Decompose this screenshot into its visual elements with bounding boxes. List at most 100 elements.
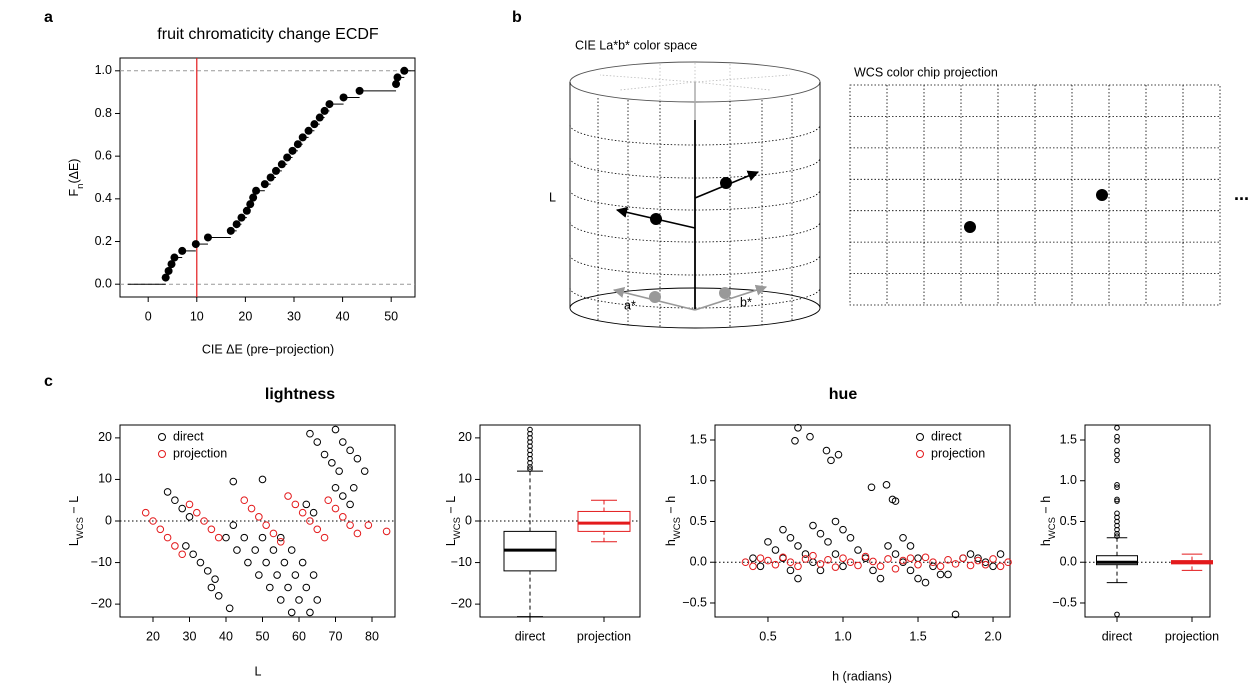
point <box>914 560 922 569</box>
point <box>839 525 847 534</box>
panel-label: b <box>512 9 522 26</box>
point <box>360 467 369 475</box>
point <box>899 556 907 565</box>
box <box>1096 555 1138 566</box>
point <box>981 558 990 567</box>
plot-frame <box>1084 424 1211 618</box>
y-axis-label-part: n <box>75 184 86 189</box>
point <box>854 546 862 554</box>
point <box>266 583 274 592</box>
x-axis-label: CIE ΔE (pre−projection) <box>202 342 334 356</box>
outlier <box>1114 522 1120 529</box>
point <box>302 583 311 592</box>
x-tick-label: 0.5 <box>759 629 776 643</box>
point <box>806 432 814 441</box>
y-tick-label: −0.5 <box>682 595 707 609</box>
point <box>839 554 847 562</box>
point <box>229 521 238 529</box>
ecdf-point <box>325 100 334 109</box>
point <box>313 438 322 446</box>
y-tick-label: 10 <box>458 472 472 486</box>
x-tick-label: 20 <box>238 309 252 323</box>
outlier <box>1114 530 1120 537</box>
point <box>163 533 172 542</box>
point <box>996 562 1005 571</box>
point <box>891 497 900 505</box>
axis-label: L <box>549 190 556 204</box>
point <box>149 517 157 525</box>
point <box>801 555 810 563</box>
point <box>185 500 194 509</box>
y-axis-label: LWCS − L <box>444 496 463 546</box>
point <box>328 459 336 467</box>
ecdf-point <box>178 246 187 255</box>
point <box>244 558 252 567</box>
ellipsis: ... <box>1234 184 1249 204</box>
chart-title: lightness <box>265 386 335 403</box>
point <box>989 555 997 563</box>
point <box>989 562 997 571</box>
point <box>269 529 278 538</box>
point <box>295 596 303 604</box>
point <box>869 566 877 575</box>
chart-title: hue <box>829 386 858 403</box>
point <box>287 546 296 554</box>
point <box>156 525 165 534</box>
point <box>346 500 354 509</box>
point <box>298 558 307 567</box>
point <box>891 564 900 573</box>
ecdf-point <box>252 186 261 195</box>
point <box>233 546 241 554</box>
y-tick-label: 0.8 <box>95 106 112 120</box>
legend-label: direct <box>931 429 962 443</box>
x-tick-label: 20 <box>146 629 160 643</box>
x-tick-label: projection <box>577 629 631 643</box>
point <box>353 529 362 538</box>
ecdf-point <box>191 240 200 249</box>
y-axis-label-part: h <box>664 539 678 546</box>
point <box>786 533 795 542</box>
outlier <box>1114 526 1120 533</box>
point <box>196 558 205 567</box>
point <box>240 533 249 542</box>
ecdf-point <box>164 266 173 275</box>
point <box>824 538 832 546</box>
ecdf-point <box>226 226 235 235</box>
point <box>171 542 179 550</box>
point <box>834 450 843 459</box>
y-axis-label: hWCS − h <box>664 496 683 546</box>
ecdf-point <box>167 260 176 269</box>
x-tick-label: direct <box>515 629 546 643</box>
point <box>251 546 260 554</box>
y-axis-label-part: − L <box>67 496 81 517</box>
point <box>974 554 982 562</box>
ecdf-point <box>400 66 409 75</box>
ecdf-point <box>232 220 241 229</box>
point <box>749 562 757 571</box>
y-axis-label-part: WCS <box>672 517 683 539</box>
point <box>214 533 223 542</box>
point <box>801 550 810 558</box>
point <box>756 554 765 562</box>
point <box>816 566 825 575</box>
point <box>320 533 329 542</box>
point <box>255 513 263 521</box>
point <box>178 550 186 559</box>
point <box>335 467 343 475</box>
x-tick-label: 30 <box>183 629 197 643</box>
ecdf-point <box>298 133 307 142</box>
point <box>816 529 825 538</box>
outlier <box>1114 424 1120 431</box>
point <box>929 558 937 567</box>
point <box>854 561 862 570</box>
point <box>306 429 314 438</box>
outlier <box>1114 457 1120 464</box>
point <box>981 560 990 569</box>
point <box>882 481 891 489</box>
point <box>247 504 256 513</box>
y-axis-label-part: − h <box>1039 496 1053 517</box>
legend-label: projection <box>931 446 985 460</box>
point <box>786 558 795 567</box>
x-tick-label: 40 <box>336 309 350 323</box>
